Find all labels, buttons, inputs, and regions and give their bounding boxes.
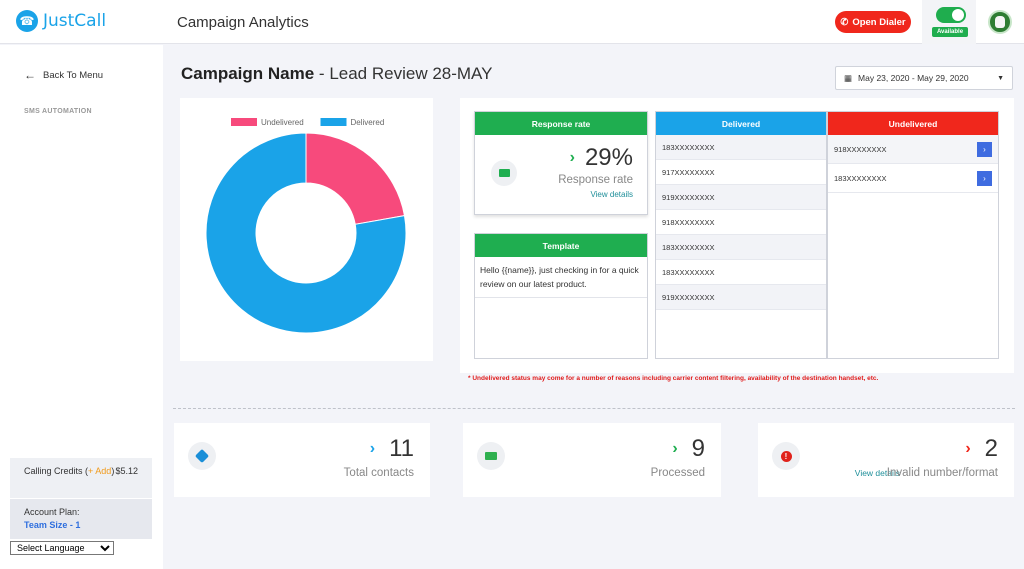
phone-icon: ✆ (840, 16, 849, 28)
status-badge: Available (932, 27, 968, 37)
slice-delivered[interactable] (205, 132, 407, 334)
legend-label-delivered: Delivered (351, 118, 385, 127)
logo[interactable]: ☎ JustCall (16, 10, 106, 32)
list-item: 919XXXXXXXX (656, 285, 826, 310)
chevron-right-icon: › (965, 440, 971, 457)
invalid-label: Invalid number/format (886, 467, 998, 479)
total-contacts-value: 11 (389, 435, 414, 462)
undelivered-note: * Undelivered status may come for a numb… (468, 375, 879, 382)
chevron-down-icon: ▼ (997, 75, 1004, 82)
response-column: Response rate › 29% Response rate View d… (474, 111, 648, 359)
response-rate-header: Response rate (475, 112, 647, 135)
credits-value: $5.12 (115, 466, 138, 476)
date-range-picker[interactable]: ▦ May 23, 2020 - May 29, 2020 ▼ (835, 66, 1013, 90)
list-item: 918XXXXXXXX › (828, 135, 998, 164)
alert-icon: ! (772, 442, 800, 470)
total-contacts-card: › 11 Total contacts (174, 423, 430, 497)
calling-credits: Calling Credits (+ Add) $5.12 (10, 458, 152, 498)
list-item: 183XXXXXXXX (656, 235, 826, 260)
avatar[interactable] (988, 10, 1012, 34)
mail-icon (477, 442, 505, 470)
open-dialer-button[interactable]: ✆ Open Dialer (835, 11, 911, 33)
total-contacts-value-wrap: › 11 (370, 435, 414, 463)
delivery-donut-chart: Undelivered Delivered (205, 118, 407, 334)
plan-label: Account Plan: (24, 507, 80, 517)
campaign-info-card: Response rate › 29% Response rate View d… (460, 98, 1014, 373)
chevron-right-icon: › (569, 149, 575, 166)
plan-value[interactable]: Team Size - 1 (24, 520, 81, 530)
campaign-name: Lead Review 28-MAY (329, 64, 493, 83)
top-bar: ☎ JustCall Campaign Analytics ✆ Open Dia… (0, 0, 1024, 44)
undelivered-number: 183XXXXXXXX (834, 173, 887, 183)
resend-button[interactable]: › (977, 142, 992, 157)
total-contacts-label: Total contacts (343, 467, 414, 479)
credits-label: Calling Credits ( (24, 466, 89, 476)
template-panel: Template Hello {{name}}, just checking i… (474, 233, 648, 359)
invalid-value: 2 (984, 435, 998, 462)
page-title: Campaign Analytics (177, 14, 309, 31)
back-to-menu-label: Back To Menu (43, 69, 104, 81)
open-dialer-label: Open Dialer (852, 16, 906, 28)
undelivered-header: Undelivered (828, 112, 998, 135)
undelivered-number: 918XXXXXXXX (834, 144, 887, 154)
tag-icon (188, 442, 216, 470)
chevron-right-icon: › (672, 440, 678, 457)
processed-value: 9 (691, 435, 705, 462)
phone-logo-icon: ☎ (16, 10, 38, 32)
language-select[interactable]: Select Language (10, 541, 114, 555)
availability-toggle[interactable] (936, 7, 966, 23)
campaign-title: Campaign Name - Lead Review 28-MAY (181, 64, 492, 84)
response-rate-panel: Response rate › 29% Response rate View d… (474, 111, 648, 215)
envelope-icon (491, 160, 517, 186)
template-text: Hello {{name}}, just checking in for a q… (475, 257, 647, 298)
delivery-chart-card: Undelivered Delivered (180, 98, 433, 361)
list-item: 183XXXXXXXX (656, 135, 826, 160)
list-item: 919XXXXXXXX (656, 185, 826, 210)
toggle-knob (952, 9, 964, 21)
legend-swatch-delivered[interactable] (320, 118, 347, 126)
date-range-value: May 23, 2020 - May 29, 2020 (858, 73, 969, 83)
response-view-details-link[interactable]: View details (590, 190, 633, 199)
add-credits-link[interactable]: + Add (88, 466, 112, 476)
invalid-number-card: ! › 2 View details Invalid number/format (758, 423, 1014, 497)
section-heading: SMS AUTOMATION (24, 108, 92, 115)
chevron-right-icon: › (369, 440, 376, 457)
list-item: 917XXXXXXXX (656, 160, 826, 185)
section-divider (173, 408, 1015, 409)
invalid-value-wrap: › 2 (965, 435, 998, 463)
list-item: 918XXXXXXXX (656, 210, 826, 235)
invalid-view-details-link[interactable]: View details (854, 468, 900, 478)
legend-swatch-undelivered[interactable] (231, 118, 257, 126)
list-item: 183XXXXXXXX (656, 260, 826, 285)
resend-button[interactable]: › (977, 171, 992, 186)
arrow-left-icon: ← (24, 68, 36, 82)
back-to-menu-link[interactable]: ← Back To Menu (24, 68, 103, 82)
delivered-header: Delivered (656, 112, 826, 135)
response-rate-label: Response rate (558, 174, 633, 186)
credits-close: ) (111, 466, 115, 476)
campaign-separator: - (314, 64, 330, 83)
template-header: Template (475, 234, 647, 257)
processed-label: Processed (650, 467, 705, 479)
slice-undelivered[interactable] (305, 132, 406, 225)
chevron-right-icon: › (983, 145, 986, 154)
delivered-column: Delivered 183XXXXXXXX 917XXXXXXXX 919XXX… (655, 111, 827, 359)
campaign-label: Campaign Name (181, 64, 315, 83)
availability-status: Available (922, 0, 976, 44)
list-item: 183XXXXXXXX › (828, 164, 998, 193)
logo-text: JustCall (43, 11, 107, 31)
processed-card: › 9 Processed (463, 423, 721, 497)
sidebar: ← Back To Menu SMS AUTOMATION Calling Cr… (0, 45, 163, 569)
undelivered-column: Undelivered 918XXXXXXXX › 183XXXXXXXX › (827, 111, 999, 359)
legend-label-undelivered: Undelivered (261, 118, 304, 127)
avatar-face-icon (995, 16, 1005, 28)
response-rate-value: 29% (584, 144, 633, 171)
account-plan: Account Plan: Team Size - 1 (10, 499, 152, 539)
processed-value-wrap: › 9 (672, 435, 705, 463)
chevron-right-icon: › (983, 174, 986, 183)
calendar-icon: ▦ (844, 72, 853, 83)
response-rate-value-wrap: › 29% (570, 144, 633, 172)
